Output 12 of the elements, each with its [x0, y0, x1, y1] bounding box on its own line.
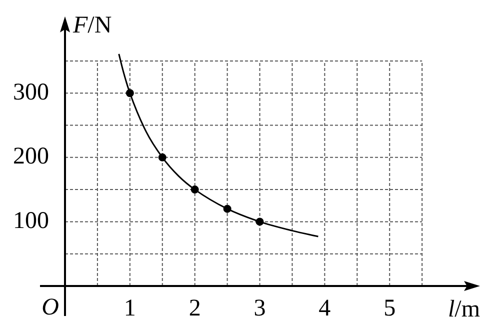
x-tick-label: 4 [318, 296, 331, 322]
x-tick-label: 2 [188, 296, 201, 322]
x-tick-label: 5 [384, 296, 396, 322]
y-axis-title: F/N [72, 12, 112, 39]
text: O [42, 294, 59, 320]
x-axis-title: l/m [448, 296, 480, 322]
line-series [118, 53, 319, 238]
x-tick-label: 1 [124, 296, 136, 322]
x-tick-label: 3 [254, 296, 266, 322]
y-tick-label: 100 [13, 208, 49, 234]
y-tick-label: 300 [13, 79, 49, 106]
y-tick-label: 200 [13, 144, 49, 170]
